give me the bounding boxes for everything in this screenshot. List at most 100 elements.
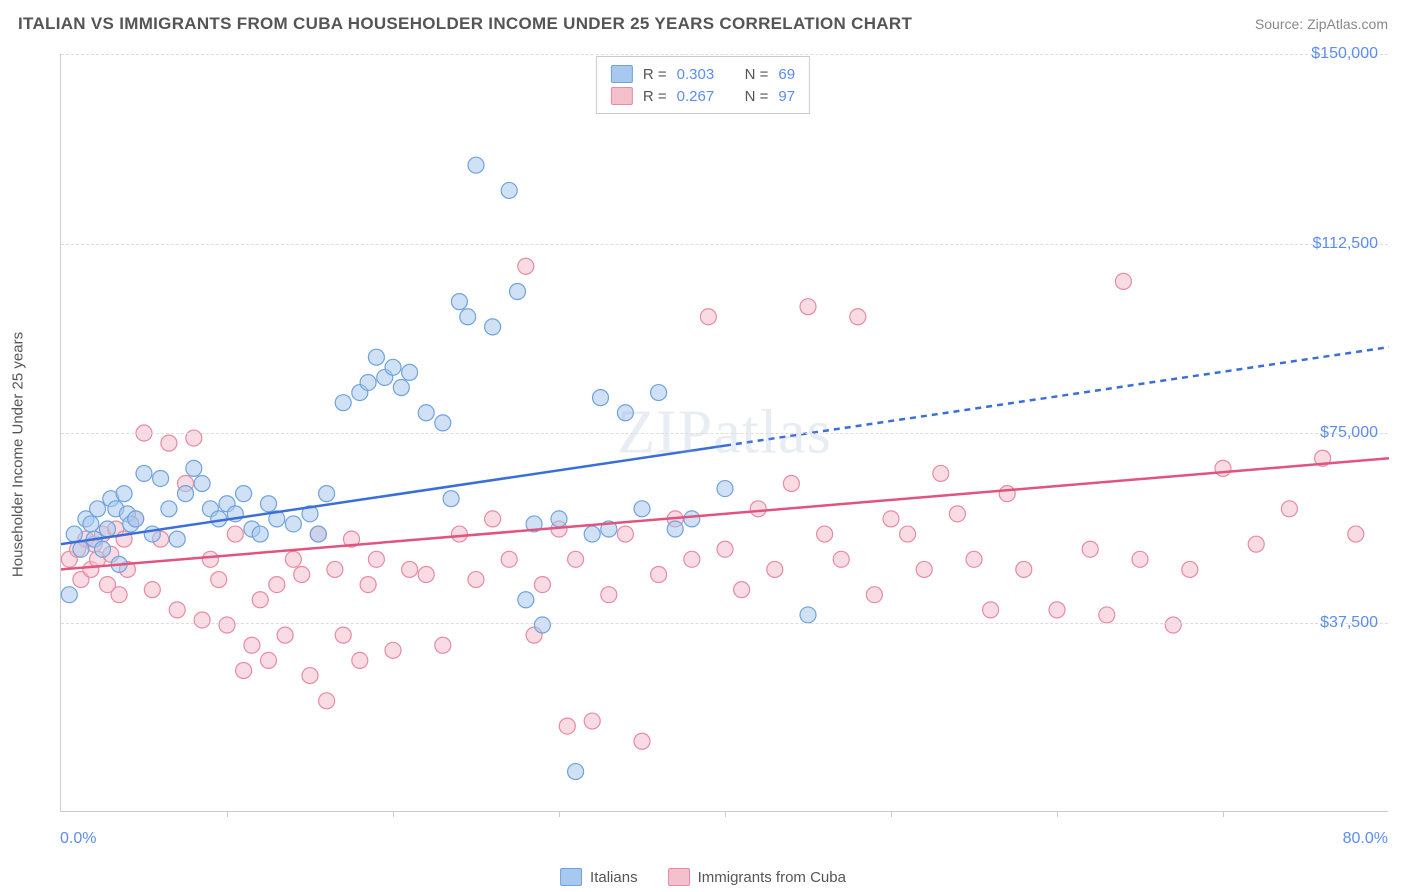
scatter-point <box>236 663 252 679</box>
r-label: R = <box>643 66 667 83</box>
scatter-point <box>360 374 376 390</box>
scatter-point <box>468 572 484 588</box>
scatter-point <box>883 511 899 527</box>
scatter-point <box>418 405 434 421</box>
scatter-point <box>169 602 185 618</box>
scatter-point <box>244 637 260 653</box>
n-label: N = <box>745 88 769 105</box>
scatter-point <box>1132 551 1148 567</box>
scatter-point <box>252 592 268 608</box>
legend-item-italians: Italians <box>560 868 638 886</box>
scatter-point <box>285 516 301 532</box>
correlation-stats-box: R = 0.303 N = 69 R = 0.267 N = 97 <box>596 56 810 114</box>
y-axis-title: Householder Income Under 25 years <box>10 332 27 577</box>
scatter-point <box>1165 617 1181 633</box>
scatter-point <box>294 566 310 582</box>
r-label: R = <box>643 88 667 105</box>
grid-line <box>61 244 1388 245</box>
scatter-point <box>451 526 467 542</box>
scatter-point <box>850 309 866 325</box>
legend-label-cuba: Immigrants from Cuba <box>698 869 846 886</box>
scatter-point <box>227 526 243 542</box>
scatter-point <box>999 486 1015 502</box>
scatter-point <box>385 642 401 658</box>
scatter-point <box>435 415 451 431</box>
scatter-point <box>568 551 584 567</box>
chart-title: ITALIAN VS IMMIGRANTS FROM CUBA HOUSEHOL… <box>18 14 912 34</box>
scatter-point <box>252 526 268 542</box>
scatter-point <box>161 501 177 517</box>
scatter-point <box>144 526 160 542</box>
scatter-point <box>393 380 409 396</box>
y-tick-label: $37,500 <box>1320 614 1378 632</box>
swatch-italians <box>560 868 582 886</box>
scatter-point <box>518 592 534 608</box>
scatter-point <box>178 486 194 502</box>
scatter-point <box>202 551 218 567</box>
scatter-point <box>219 617 235 633</box>
scatter-point <box>136 465 152 481</box>
scatter-point <box>684 511 700 527</box>
scatter-point <box>335 627 351 643</box>
legend: Italians Immigrants from Cuba <box>560 868 846 886</box>
scatter-point <box>418 566 434 582</box>
scatter-point <box>460 309 476 325</box>
scatter-point <box>99 521 115 537</box>
n-value-cuba: 97 <box>778 88 795 105</box>
scatter-point <box>368 349 384 365</box>
scatter-point <box>83 516 99 532</box>
scatter-point <box>1115 273 1131 289</box>
scatter-point <box>800 299 816 315</box>
x-tick <box>227 811 228 817</box>
scatter-point <box>551 511 567 527</box>
scatter-point <box>302 668 318 684</box>
scatter-point <box>1049 602 1065 618</box>
x-tick <box>891 811 892 817</box>
scatter-point <box>269 577 285 593</box>
source-attribution: Source: ZipAtlas.com <box>1255 16 1388 32</box>
scatter-point <box>501 182 517 198</box>
scatter-point <box>817 526 833 542</box>
y-tick-label: $112,500 <box>1312 235 1378 253</box>
scatter-point <box>468 157 484 173</box>
scatter-point <box>767 561 783 577</box>
scatter-point <box>194 612 210 628</box>
scatter-point <box>866 587 882 603</box>
scatter-point <box>194 476 210 492</box>
scatter-point <box>385 359 401 375</box>
x-tick <box>559 811 560 817</box>
scatter-point <box>651 385 667 401</box>
scatter-point <box>451 294 467 310</box>
scatter-point <box>261 496 277 512</box>
scatter-point <box>667 521 683 537</box>
y-tick-label: $75,000 <box>1320 424 1378 442</box>
scatter-point <box>153 470 169 486</box>
scatter-point <box>144 582 160 598</box>
scatter-point <box>1348 526 1364 542</box>
scatter-point <box>73 541 89 557</box>
scatter-point <box>335 395 351 411</box>
scatter-point <box>584 526 600 542</box>
scatter-point <box>568 764 584 780</box>
scatter-point <box>734 582 750 598</box>
scatter-point <box>651 566 667 582</box>
scatter-point <box>1281 501 1297 517</box>
scatter-point <box>617 526 633 542</box>
scatter-point <box>593 390 609 406</box>
scatter-point <box>700 309 716 325</box>
scatter-point <box>800 607 816 623</box>
scatter-point <box>534 617 550 633</box>
scatter-point <box>983 602 999 618</box>
y-tick-label: $150,000 <box>1311 45 1378 63</box>
chart-header: ITALIAN VS IMMIGRANTS FROM CUBA HOUSEHOL… <box>18 14 1388 34</box>
scatter-point <box>95 541 111 557</box>
grid-line <box>61 54 1388 55</box>
x-axis-max-label: 80.0% <box>1343 830 1388 848</box>
legend-label-italians: Italians <box>590 869 638 886</box>
scatter-point <box>717 541 733 557</box>
scatter-point <box>1099 607 1115 623</box>
scatter-point <box>111 587 127 603</box>
scatter-point <box>277 627 293 643</box>
stats-row-cuba: R = 0.267 N = 97 <box>611 85 795 107</box>
scatter-point <box>128 511 144 527</box>
